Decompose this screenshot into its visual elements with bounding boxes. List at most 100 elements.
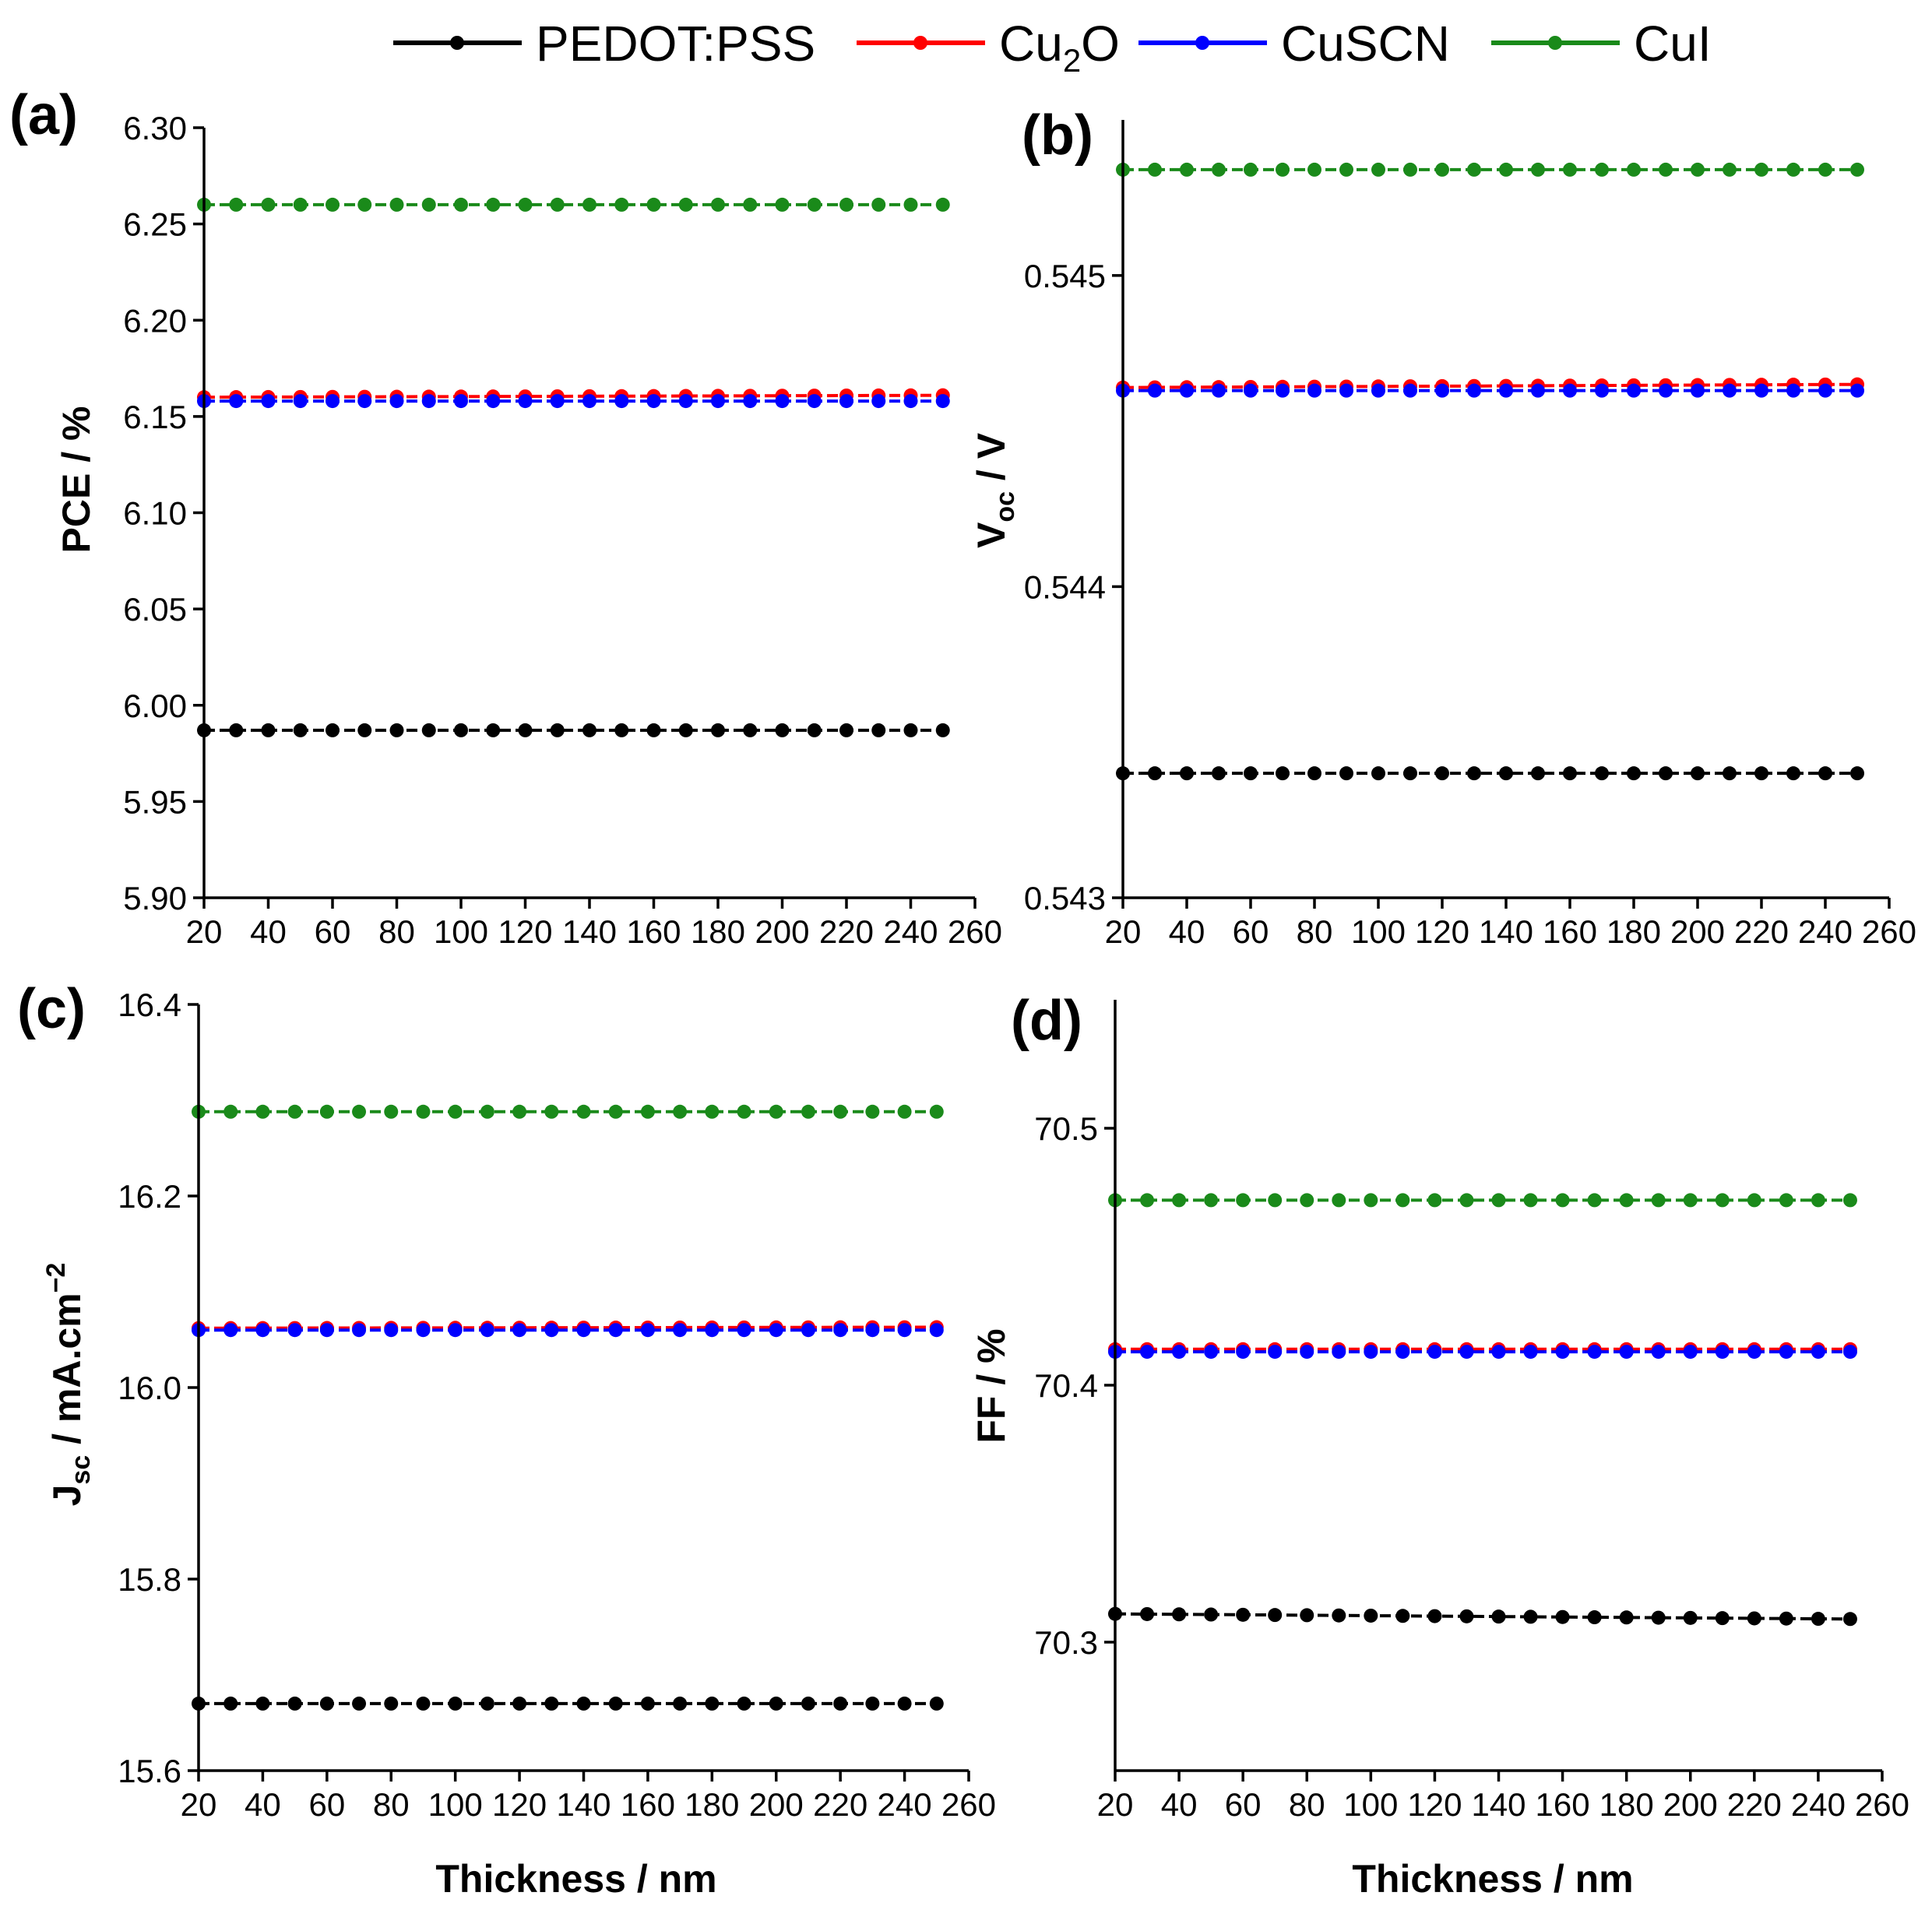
data-point-pedot-pss: [1523, 1609, 1538, 1624]
data-point-pedot-pss: [705, 1696, 720, 1711]
x-tick-label: 60: [1225, 1786, 1262, 1823]
x-tick-label: 20: [1105, 913, 1142, 950]
data-point-cui: [1371, 162, 1385, 177]
data-point-cuscn: [737, 1323, 751, 1338]
data-point-pedot-pss: [1754, 766, 1768, 781]
x-tick-label: 120: [492, 1786, 547, 1823]
data-point-cuscn: [480, 1323, 494, 1338]
data-point-cuscn: [1659, 383, 1673, 398]
data-point-cui: [1723, 162, 1737, 177]
data-point-cui: [1627, 162, 1641, 177]
data-point-pedot-pss: [518, 723, 533, 737]
data-point-cui: [1403, 162, 1417, 177]
data-point-cui: [518, 197, 533, 212]
panel-a-plot: [197, 197, 950, 737]
data-point-cuscn: [1332, 1345, 1346, 1360]
data-point-cui: [1307, 162, 1321, 177]
data-point-cui: [929, 1104, 944, 1119]
data-point-cui: [319, 1104, 334, 1119]
data-point-pedot-pss: [1659, 766, 1673, 781]
y-tick-label: 70.5: [1034, 1110, 1098, 1147]
data-point-pedot-pss: [1691, 766, 1705, 781]
legend-item-cu2o: Cu2O: [857, 16, 1120, 79]
data-point-cui: [1332, 1193, 1346, 1208]
data-point-cui: [1140, 1193, 1155, 1208]
series-line-cu2o: [203, 393, 943, 399]
data-point-cui: [897, 1104, 912, 1119]
data-point-cuscn: [871, 394, 886, 409]
data-point-cuscn: [1268, 1345, 1283, 1360]
data-point-cuscn: [711, 394, 725, 409]
data-point-pedot-pss: [293, 723, 308, 737]
data-point-pedot-pss: [1850, 766, 1864, 781]
data-point-pedot-pss: [1300, 1608, 1314, 1623]
data-point-cuscn: [421, 394, 436, 409]
panel-b-ylabel-tail: / V: [970, 432, 1013, 491]
x-tick-label: 40: [1169, 913, 1205, 950]
data-point-cuscn: [775, 394, 790, 409]
data-point-pedot-pss: [1180, 766, 1194, 781]
y-tick-label: 16.0: [118, 1370, 181, 1406]
data-point-pedot-pss: [1371, 766, 1385, 781]
data-point-pedot-pss: [935, 723, 950, 737]
data-point-cui: [935, 197, 950, 212]
legend-label-cu2o-sub: 2: [1063, 42, 1081, 79]
data-point-pedot-pss: [486, 723, 501, 737]
y-tick-label: 15.6: [118, 1753, 181, 1789]
panel-a-axes: [202, 128, 975, 899]
x-tick-label: 80: [373, 1786, 410, 1823]
data-point-cuscn: [673, 1323, 688, 1338]
data-point-pedot-pss: [319, 1696, 334, 1711]
data-point-cuscn: [1435, 383, 1449, 398]
data-point-cuscn: [646, 394, 661, 409]
data-point-cuscn: [1850, 383, 1864, 398]
data-point-pedot-pss: [711, 723, 725, 737]
data-point-cui: [1172, 1193, 1187, 1208]
data-point-cui: [1818, 162, 1832, 177]
x-tick-label: 140: [556, 1786, 611, 1823]
x-tick-label: 40: [250, 913, 287, 950]
data-point-cui: [384, 1104, 399, 1119]
data-point-cui: [1148, 162, 1162, 177]
data-point-cui: [1691, 162, 1705, 177]
data-point-cuscn: [839, 394, 853, 409]
x-tick-label: 200: [1663, 1786, 1718, 1823]
data-point-pedot-pss: [1555, 1609, 1570, 1624]
data-point-cuscn: [935, 394, 950, 409]
legend-item-pedot: PEDOT:PSS: [393, 16, 815, 72]
data-point-cui: [1499, 162, 1513, 177]
legend-label-cui: CuI: [1634, 16, 1712, 72]
data-point-cui: [293, 197, 308, 212]
data-point-cui: [1563, 162, 1577, 177]
data-point-pedot-pss: [678, 723, 693, 737]
y-tick-label: 15.8: [118, 1561, 181, 1598]
data-point-cuscn: [1786, 383, 1800, 398]
data-point-cui: [1491, 1193, 1506, 1208]
data-point-cui: [705, 1104, 720, 1119]
x-tick-label: 40: [245, 1786, 281, 1823]
data-point-cui: [512, 1104, 527, 1119]
data-point-pedot-pss: [1563, 766, 1577, 781]
panel-c-ylabel-tail: / mA.cm: [45, 1293, 89, 1454]
data-point-cuscn: [1276, 383, 1290, 398]
data-point-pedot-pss: [1499, 766, 1513, 781]
x-tick-label: 220: [813, 1786, 867, 1823]
x-tick-label: 140: [1479, 913, 1533, 950]
data-point-cuscn: [352, 1323, 367, 1338]
x-tick-label: 20: [1097, 1786, 1134, 1823]
data-point-cuscn: [705, 1323, 720, 1338]
data-point-cui: [1619, 1193, 1634, 1208]
data-point-cuscn: [1395, 1345, 1410, 1360]
legend-marker-cuscn: [1195, 36, 1209, 50]
data-point-cuscn: [454, 394, 468, 409]
x-tick-label: 180: [684, 1786, 739, 1823]
panel-d-ylabel: FF / %: [970, 1328, 1013, 1443]
data-point-cui: [389, 197, 404, 212]
data-point-cuscn: [1244, 383, 1258, 398]
data-point-cuscn: [608, 1323, 623, 1338]
legend-label-pedot: PEDOT:PSS: [536, 16, 815, 72]
data-point-pedot-pss: [1244, 766, 1258, 781]
data-point-pedot-pss: [1747, 1611, 1761, 1626]
data-point-cuscn: [1499, 383, 1513, 398]
